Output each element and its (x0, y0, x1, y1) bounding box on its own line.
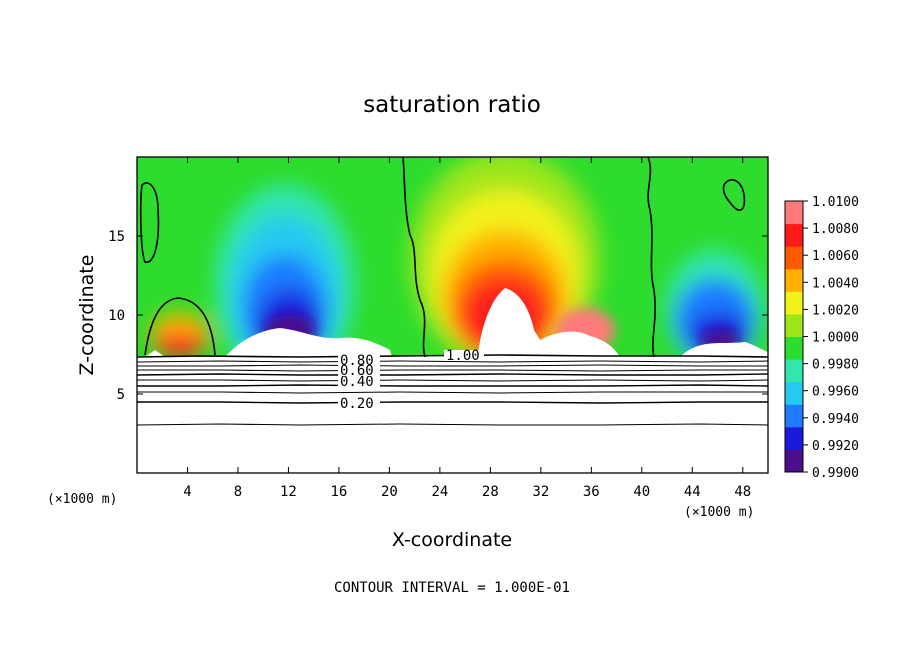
contour-label-0-60: 0.60 (340, 363, 374, 379)
colorbar-label: 1.0000 (812, 331, 859, 346)
colorbar-swatch (785, 201, 803, 225)
contour-label-1-00: 1.00 (446, 348, 480, 364)
contour-label-0-20: 0.20 (340, 396, 374, 412)
y-tick-label: 5 (117, 387, 125, 403)
colorbar-swatch (785, 223, 803, 247)
y-axis-title: Z-coordinate (76, 255, 98, 376)
colorbar-label: 1.0060 (812, 249, 859, 264)
x-tick-label: 4 (183, 484, 191, 500)
x-tick-label: 16 (330, 484, 347, 500)
contour-lines (137, 157, 768, 426)
colorbar-swatch (785, 381, 803, 405)
x-tick-label: 28 (482, 484, 499, 500)
x-tick-label: 12 (280, 484, 297, 500)
x-tick-label: 36 (583, 484, 600, 500)
plot-area: 0.80 0.40 0.20 1.00 0.60 (137, 157, 768, 473)
contour-interval-note: CONTOUR INTERVAL = 1.000E-01 (334, 580, 570, 596)
x-tick-label: 48 (734, 484, 751, 500)
colorbar-swatch (785, 268, 803, 292)
colorbar-label: 1.0040 (812, 276, 859, 291)
x-tick-label: 40 (633, 484, 650, 500)
contour-label-0-40: 0.40 (340, 374, 374, 390)
colorbar-swatch (785, 336, 803, 360)
colorbar-swatch (785, 246, 803, 270)
y-unit-label: (×1000 m) (47, 492, 117, 507)
colorbar-label: 1.0020 (812, 303, 859, 318)
chart-title: saturation ratio (363, 92, 541, 118)
y-tick-label: 10 (108, 308, 125, 324)
x-axis: 4 8 12 16 20 24 28 32 36 40 44 48 (183, 157, 751, 500)
left-white-region (225, 328, 392, 357)
colorbar-swatch (785, 449, 803, 473)
colorbar-swatch (785, 404, 803, 428)
colorbar-label: 0.9920 (812, 439, 859, 454)
small-white-region (145, 350, 165, 357)
colorbar: 1.0100 1.0080 1.0060 1.0040 1.0020 1.0000 0.99… (784, 195, 859, 481)
colorbar-swatch (785, 291, 803, 315)
y-tick-label: 15 (108, 229, 125, 245)
colorbar-label: 0.9940 (812, 412, 859, 427)
colorbar-label: 0.9960 (812, 385, 859, 400)
right-white-region (680, 342, 768, 357)
colorbar-label: 1.0080 (812, 222, 859, 237)
contour-label-bg (444, 350, 484, 361)
x-tick-label: 20 (381, 484, 398, 500)
contour-label-bg (338, 376, 380, 387)
colorbar-swatch (785, 359, 803, 383)
colorbar-swatch (785, 426, 803, 450)
x-axis-title: X-coordinate (392, 529, 512, 551)
y-axis: 5 10 15 (108, 229, 768, 403)
x-tick-label: 44 (684, 484, 701, 500)
x-unit-label: (×1000 m) (684, 505, 754, 520)
colorbar-swatch (785, 313, 803, 337)
x-tick-label: 8 (234, 484, 242, 500)
contour-label-bg (338, 355, 380, 366)
colorbar-label: 1.0100 (812, 195, 859, 210)
contour-label-bg (338, 366, 380, 376)
contour-label-bg (338, 397, 380, 408)
contour-label-group: 0.80 0.40 0.20 1.00 0.60 (338, 348, 484, 412)
colorbar-label: 0.9980 (812, 358, 859, 373)
x-tick-label: 24 (431, 484, 448, 500)
x-tick-label: 32 (532, 484, 549, 500)
contour-label-0-80: 0.80 (340, 353, 374, 369)
central-white-region (478, 288, 620, 357)
colorbar-label: 0.9900 (812, 466, 859, 481)
